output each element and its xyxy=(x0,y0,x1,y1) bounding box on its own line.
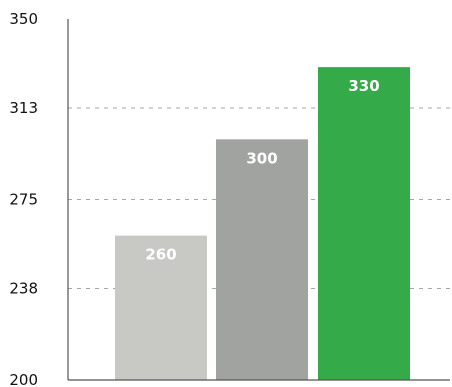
bar xyxy=(115,235,207,380)
y-tick-label: 238 xyxy=(9,280,38,298)
bar xyxy=(318,67,410,380)
bar-value-label: 330 xyxy=(348,77,379,95)
y-tick-label: 275 xyxy=(9,191,38,209)
bars xyxy=(115,67,410,380)
bar-value-label: 300 xyxy=(246,149,277,167)
bar xyxy=(216,139,308,380)
y-tick-label: 200 xyxy=(9,371,38,387)
y-tick-label: 313 xyxy=(9,99,38,117)
y-tick-label: 350 xyxy=(9,10,38,28)
axes xyxy=(67,19,450,381)
bar-value-label: 260 xyxy=(145,246,176,264)
labels: 200 238 275 313 350 260 300 330 xyxy=(9,10,379,387)
